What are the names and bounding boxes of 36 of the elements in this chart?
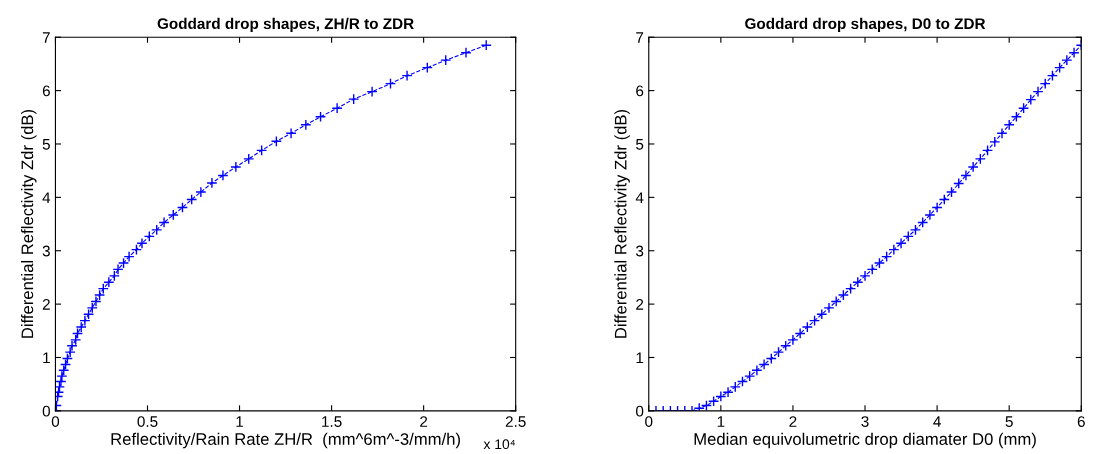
y-tick-label: 2 xyxy=(636,298,644,310)
x-tick-label: 2 xyxy=(420,416,428,427)
y-axis-title: Differential Reflectivity Zdr (dB) xyxy=(21,109,37,338)
x-axis-title: Median equivolumetric drop diamater D0 (mm) xyxy=(694,432,1036,449)
chart-title: Goddard drop shapes, ZH/R to ZDR xyxy=(157,17,414,33)
x-tick-label: 1 xyxy=(717,416,725,427)
x-tick-label: 3 xyxy=(861,416,869,427)
y-tick-label: 2 xyxy=(42,298,50,310)
x-tick-label: 1.5 xyxy=(322,416,342,427)
x-tick-label: 0 xyxy=(645,416,653,427)
x-tick-label: 0.5 xyxy=(137,416,158,427)
y-axis-title: Differential Reflectivity Zdr (dB) xyxy=(614,109,630,338)
y-tick-label: 0 xyxy=(636,405,644,417)
y-tick-label: 5 xyxy=(636,139,644,150)
y-tick-label: 7 xyxy=(636,32,644,43)
y-tick-label: 1 xyxy=(636,352,644,364)
x-tick-label: 0 xyxy=(51,416,60,427)
x-tick-label: 2.5 xyxy=(505,416,526,427)
x-tick-label: 4 xyxy=(933,416,941,427)
y-tick-label: 4 xyxy=(635,192,644,203)
y-tick-label: 7 xyxy=(42,32,50,43)
y-tick-label: 3 xyxy=(635,245,644,257)
x-tick-label: 2 xyxy=(789,416,797,427)
x-tick-label: 6 xyxy=(1077,416,1085,427)
y-tick-label: 6 xyxy=(636,85,644,97)
y-tick-label: 1 xyxy=(43,352,50,364)
x-axis-title: Reflectivity/Rain Rate ZH/R (mm^6m^-3/mm/h) xyxy=(111,432,460,449)
x-tick-label: 1 xyxy=(236,416,244,427)
y-tick-label: 4 xyxy=(42,192,51,203)
y-tick-label: 6 xyxy=(42,85,50,97)
y-tick-label: 0 xyxy=(42,405,50,417)
text: x 10⁴ xyxy=(483,439,515,450)
y-tick-label: 5 xyxy=(42,139,50,150)
y-tick-label: 3 xyxy=(42,245,50,257)
x-tick-label: 5 xyxy=(1005,416,1013,427)
chart-title: Goddard drop shapes, D0 to ZDR xyxy=(745,17,986,33)
